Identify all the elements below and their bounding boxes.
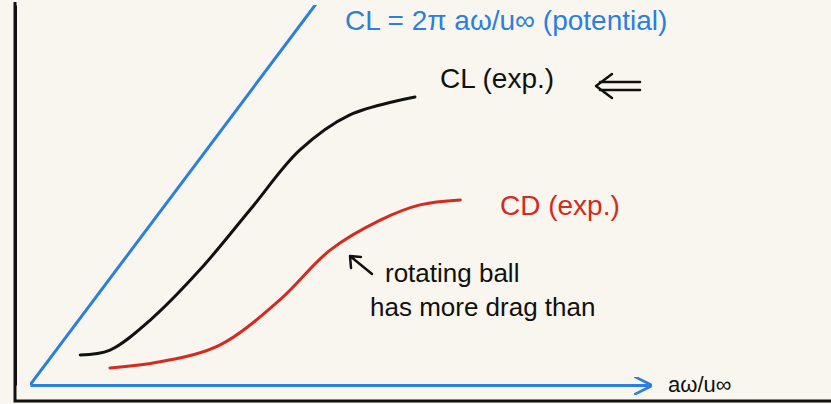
series-line xyxy=(30,5,315,385)
plot-area xyxy=(30,5,460,385)
annotation-arrow xyxy=(350,256,372,274)
series-label: CL (exp.) xyxy=(440,63,554,94)
y-axis-line xyxy=(14,6,17,386)
annotation: has more drag than xyxy=(370,292,595,322)
y-axis xyxy=(15,6,16,386)
x-axis xyxy=(31,385,651,386)
x-axis-title: aω/u∞ xyxy=(668,372,731,397)
series-label: CD (exp.) xyxy=(500,190,620,221)
pointer-arrow xyxy=(596,74,640,98)
chart: CL = 2π aω/u∞ (potential) CL (exp.) CD (ex… xyxy=(0,0,831,404)
x-axis-line xyxy=(31,384,651,387)
series-label: CL = 2π aω/u∞ (potential) xyxy=(345,5,667,36)
series-line xyxy=(80,97,415,355)
annotation: rotating ball xyxy=(385,258,519,288)
frame xyxy=(15,2,831,401)
